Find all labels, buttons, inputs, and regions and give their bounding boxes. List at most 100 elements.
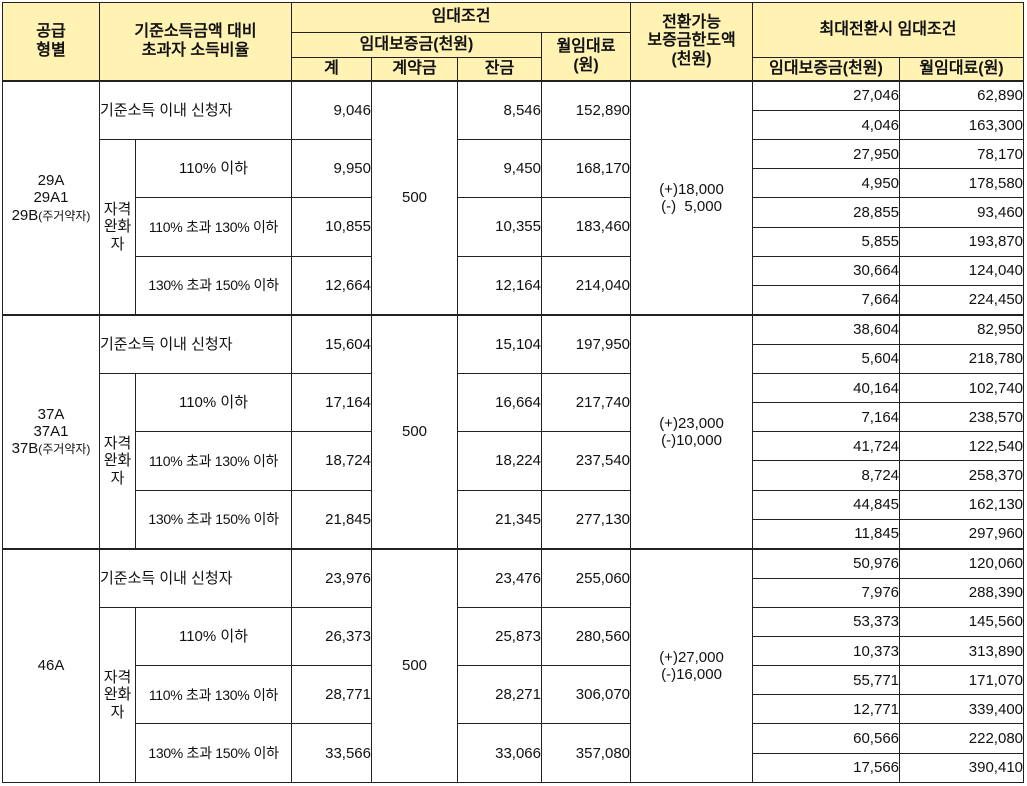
max-monthly-cell: 218,780 — [899, 344, 1025, 375]
max-deposit-cell: 4,046 — [752, 110, 901, 141]
max-deposit-cell: 11,845 — [752, 518, 901, 550]
monthly-rent-cell: 197,950 — [540, 313, 632, 375]
convertible-limit-cell: (+)27,000 (-)16,000 — [630, 547, 754, 783]
max-deposit-cell: 7,164 — [752, 402, 901, 433]
income-label-within: 기준소득 이내 신청자 — [99, 313, 292, 375]
max-monthly-cell: 145,560 — [899, 607, 1025, 638]
qualified-relaxed-label: 자격완화자 — [99, 139, 136, 316]
max-monthly-cell: 178,580 — [899, 168, 1025, 199]
income-label-within: 기준소득 이내 신청자 — [99, 547, 292, 609]
max-deposit-cell: 5,855 — [752, 226, 901, 257]
max-deposit-cell: 28,855 — [752, 197, 901, 228]
table-row: 7,976 288,390 — [3, 577, 1025, 609]
max-monthly-cell: 171,070 — [899, 665, 1025, 696]
max-deposit-cell: 55,771 — [752, 665, 901, 696]
deposit-balance-cell: 16,664 — [457, 373, 542, 433]
max-monthly-cell: 162,130 — [899, 489, 1025, 520]
monthly-rent-cell: 280,560 — [540, 607, 632, 667]
deposit-balance-cell: 23,476 — [457, 547, 542, 609]
max-deposit-cell: 7,976 — [752, 577, 901, 609]
max-deposit-cell: 27,950 — [752, 139, 901, 170]
header-max-conversion: 최대전환시 임대조건 — [752, 2, 1025, 58]
max-monthly-cell: 102,740 — [899, 373, 1025, 404]
supply-type-main: 37B — [11, 440, 39, 458]
table-row: 자격완화자 110% 이하 26,373 25,873 280,560 53,373 145… — [3, 607, 1025, 783]
max-deposit-cell: 30,664 — [752, 255, 901, 286]
max-deposit-cell: 60,566 — [752, 723, 901, 754]
table-row: 4,046 163,300 — [3, 110, 1025, 141]
deposit-balance-cell: 21,345 — [457, 489, 542, 550]
table-row: 7,164 238,570 — [3, 402, 1025, 433]
income-label-within: 기준소득 이내 신청자 — [99, 80, 292, 141]
table-row: 46A 기준소득 이내 신청자 23,976 500 23,476 255,060 (+)2… — [2, 547, 1025, 783]
deposit-total-cell: 15,604 — [291, 313, 372, 375]
supply-type-main: 46A — [37, 657, 65, 675]
qualified-relaxed-label: 자격완화자 — [99, 607, 136, 783]
income-tier-label: 130% 초과 150% 이하 — [135, 255, 292, 316]
monthly-rent-cell: 214,040 — [540, 255, 632, 316]
supply-type-label: 29A1 — [33, 189, 69, 207]
deposit-balance-cell: 28,271 — [457, 665, 542, 725]
income-tier-label: 110% 이하 — [135, 139, 292, 199]
header-supply-type: 공급 형별 — [2, 2, 100, 82]
deposit-balance-cell: 33,066 — [457, 723, 542, 783]
deposit-contract-cell: 500 — [371, 547, 458, 783]
deposit-total-cell: 10,855 — [291, 197, 372, 257]
qualified-relaxed-label: 자격완화자 — [99, 373, 136, 550]
income-tier-label: 110% 이하 — [135, 607, 292, 667]
header-income-ratio: 기준소득금액 대비 초과자 소득비율 — [99, 2, 292, 82]
income-tier-label: 130% 초과 150% 이하 — [135, 723, 292, 783]
max-monthly-cell: 238,570 — [899, 402, 1025, 433]
max-deposit-cell: 10,373 — [752, 636, 901, 667]
deposit-total-cell: 9,950 — [291, 139, 372, 199]
monthly-rent-cell: 183,460 — [540, 197, 632, 257]
max-deposit-cell: 7,664 — [752, 284, 901, 316]
max-deposit-cell: 41,724 — [752, 431, 901, 462]
table-row: 130% 초과 150% 이하 21,845 21,345 277,130 44,845… — [3, 489, 1025, 550]
max-deposit-cell: 38,604 — [752, 313, 901, 346]
table-row: 8,724 258,370 — [3, 460, 1025, 491]
deposit-contract-cell: 500 — [371, 80, 458, 316]
max-monthly-cell: 122,540 — [899, 431, 1025, 462]
table-row: 37A 37A1 37B(주거약자) 기준소득 이내 신청자 15,604 500 15,1… — [2, 313, 1025, 550]
max-deposit-cell: 27,046 — [752, 80, 901, 112]
supply-type-cell: 46A — [2, 547, 100, 783]
table-row: 130% 초과 150% 이하 12,664 12,164 214,040 30,664… — [3, 255, 1025, 316]
max-monthly-cell: 222,080 — [899, 723, 1025, 754]
supply-type-label: 37B(주거약자) — [4, 440, 99, 458]
table-row: 110% 초과 130% 이하 10,855 10,355 183,460 28,855… — [3, 197, 1025, 257]
max-monthly-cell: 62,890 — [899, 80, 1025, 112]
header-deposit-contract: 계약금 — [371, 57, 458, 82]
max-deposit-cell: 53,373 — [752, 607, 901, 638]
deposit-total-cell: 21,845 — [291, 489, 372, 550]
table-row: 130% 초과 150% 이하 33,566 33,066 357,080 60,566… — [3, 723, 1025, 783]
max-monthly-cell: 82,950 — [899, 313, 1025, 346]
table-row: 110% 초과 130% 이하 18,724 18,224 237,540 41,724… — [3, 431, 1025, 491]
max-monthly-cell: 93,460 — [899, 197, 1025, 228]
header-deposit-balance: 잔금 — [457, 57, 542, 82]
table-row: 7,664 224,450 — [3, 284, 1025, 316]
income-tier-label: 110% 이하 — [135, 373, 292, 433]
supply-type-label: 37A1 — [33, 423, 69, 441]
income-tier-label: 110% 초과 130% 이하 — [135, 197, 292, 257]
max-monthly-cell: 224,450 — [899, 284, 1025, 316]
supply-type-label: 37A — [37, 405, 65, 423]
deposit-total-cell: 23,976 — [291, 547, 372, 609]
deposit-balance-cell: 12,164 — [457, 255, 542, 316]
max-deposit-cell: 5,604 — [752, 344, 901, 375]
header-rent-conditions: 임대조건 — [290, 2, 632, 33]
max-deposit-cell: 40,164 — [752, 373, 901, 404]
header-deposit-total: 계 — [291, 57, 372, 82]
max-deposit-cell: 17,566 — [752, 752, 901, 784]
deposit-balance-cell: 18,224 — [457, 431, 542, 491]
monthly-rent-cell: 217,740 — [540, 373, 632, 433]
max-monthly-cell: 78,170 — [899, 139, 1025, 170]
deposit-total-cell: 12,664 — [291, 255, 372, 316]
supply-type-cell: 29A 29A1 29B(주거약자) — [2, 80, 100, 316]
supply-type-main: 29B — [11, 206, 39, 224]
table-row: 29A 29A1 29B(주거약자) 기준소득 이내 신청자 9,046 500 8,546… — [2, 80, 1025, 316]
deposit-total-cell: 18,724 — [291, 431, 372, 491]
income-tier-label: 130% 초과 150% 이하 — [135, 489, 292, 550]
max-monthly-cell: 163,300 — [899, 110, 1025, 141]
table-row: 12,771 339,400 — [3, 694, 1025, 725]
